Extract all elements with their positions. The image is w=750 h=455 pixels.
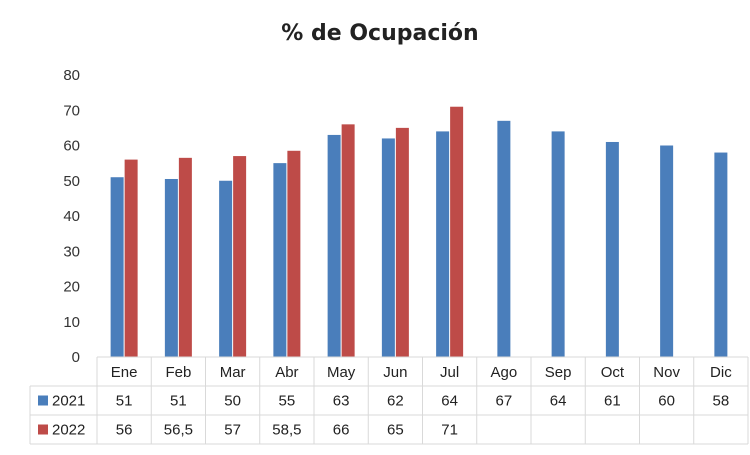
x-tick-label: Feb: [165, 364, 191, 381]
bar-2022-feb: [178, 157, 192, 357]
data-label-2021: 67: [496, 393, 513, 410]
data-label-2021: 50: [224, 393, 241, 410]
x-tick-label: Dic: [710, 364, 732, 381]
x-tick-label: Sep: [545, 364, 572, 381]
x-tick-label: Oct: [601, 364, 625, 381]
y-axis-ticks: 0 10 20 30 40 50 60 70 80: [63, 67, 80, 366]
bar-2021-may: [327, 134, 341, 357]
y-tick-label: 30: [63, 243, 80, 260]
data-label-2022: 71: [441, 422, 458, 439]
bar-2022-jun: [395, 127, 409, 357]
data-label-2021: 51: [116, 393, 133, 410]
data-table: Ene Feb Mar Abr May Jun Jul Ago Sep Oct Nov Dic 2021…: [29, 356, 749, 445]
x-tick-label: Ene: [111, 364, 138, 381]
x-tick-label: Jun: [383, 364, 407, 381]
bar-2021-ene: [110, 177, 124, 357]
y-tick-label: 60: [63, 138, 80, 155]
bar-2021-nov: [660, 145, 674, 357]
data-label-2022: 57: [224, 422, 241, 439]
legend-swatch-2021: [38, 395, 48, 406]
x-tick-label: Nov: [653, 364, 680, 381]
data-label-2021: 61: [604, 393, 621, 410]
y-tick-label: 40: [63, 208, 80, 225]
bar-2022-mar: [233, 156, 247, 357]
legend-label-2021: 2021: [52, 393, 85, 410]
data-label-2022: 66: [333, 422, 350, 439]
y-tick-label: 80: [63, 67, 80, 84]
data-label-2022: 56: [116, 422, 133, 439]
bar-2022-may: [341, 124, 355, 357]
y-tick-label: 10: [63, 314, 80, 331]
data-label-2022: 65: [387, 422, 404, 439]
bars: [110, 106, 728, 357]
y-tick-label: 50: [63, 173, 80, 190]
x-tick-label: Abr: [275, 364, 298, 381]
bar-2021-jun: [381, 138, 395, 357]
bar-2021-sep: [551, 131, 565, 357]
y-tick-label: 0: [72, 349, 80, 366]
bar-2022-ene: [124, 159, 138, 357]
data-label-2021: 64: [550, 393, 567, 410]
y-tick-label: 70: [63, 102, 80, 119]
bar-2021-dic: [714, 152, 728, 357]
chart-title: % de Ocupación: [281, 21, 478, 46]
bar-2022-abr: [287, 150, 301, 357]
x-tick-label: Mar: [220, 364, 246, 381]
bar-2022-jul: [450, 106, 464, 357]
legend-swatch-2022: [38, 424, 48, 435]
bar-2021-jul: [436, 131, 450, 357]
bar-2021-ago: [497, 120, 511, 357]
bar-2021-oct: [605, 141, 619, 357]
bar-2021-mar: [219, 180, 233, 357]
data-label-2021: 62: [387, 393, 404, 410]
data-label-2021: 51: [170, 393, 187, 410]
data-label-2021: 58: [713, 393, 730, 410]
bar-2021-abr: [273, 163, 287, 357]
data-label-2021: 55: [279, 393, 296, 410]
x-tick-label: Jul: [440, 364, 459, 381]
data-label-2021: 63: [333, 393, 350, 410]
data-label-2022: 56,5: [164, 422, 193, 439]
y-tick-label: 20: [63, 279, 80, 296]
x-tick-label: May: [327, 364, 356, 381]
data-label-2021: 60: [658, 393, 675, 410]
legend-label-2022: 2022: [52, 422, 85, 439]
data-label-2021: 64: [441, 393, 458, 410]
x-tick-label: Ago: [491, 364, 518, 381]
bar-2021-feb: [164, 178, 178, 357]
data-label-2022: 58,5: [272, 422, 301, 439]
